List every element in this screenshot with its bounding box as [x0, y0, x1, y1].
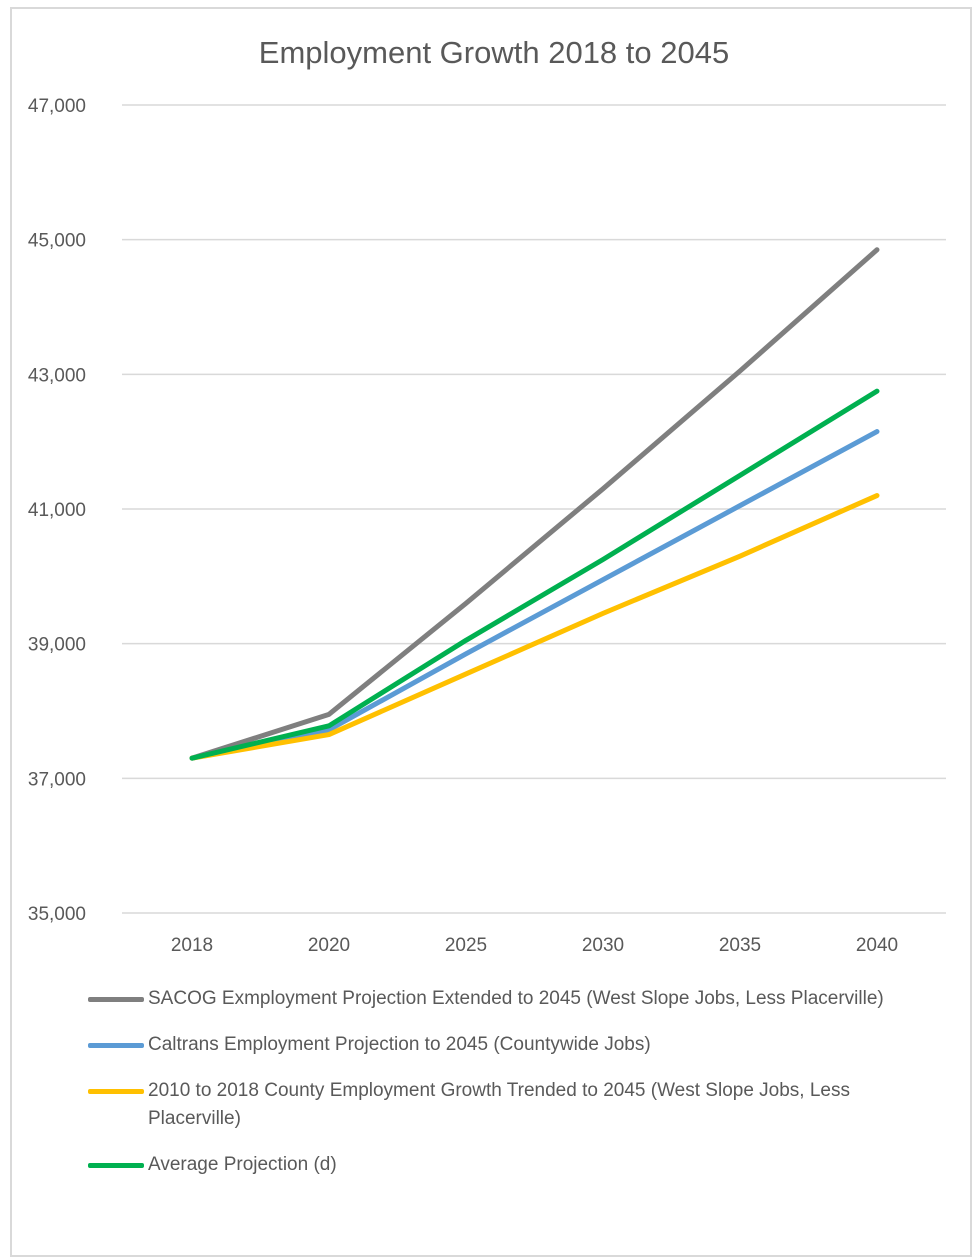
y-axis-ticks: 35,000 37,000 39,000 41,000 43,000 45,000 47,0…: [28, 96, 86, 925]
y-tick-label: 35,000: [28, 904, 86, 925]
legend-swatch: [88, 997, 144, 1002]
legend-item-3: 2010 to 2018 County Employment Growth Tr…: [88, 1077, 928, 1133]
legend-label: 2010 to 2018 County Employment Growth Tr…: [148, 1080, 850, 1129]
legend-swatch: [88, 1043, 144, 1048]
y-tick-label: 47,000: [28, 96, 86, 117]
legend-item-2: Caltrans Employment Projection to 2045 (…: [88, 1031, 928, 1059]
series-line-1: [189, 247, 880, 761]
legend-item-4: Average Projection (d): [88, 1151, 928, 1179]
legend-label: Caltrans Employment Projection to 2045 (…: [148, 1034, 651, 1055]
y-tick-label: 43,000: [28, 365, 86, 386]
series-lines: [189, 247, 880, 761]
gridlines: [122, 104, 946, 914]
x-axis-ticks: 2018 2020 2025 2030 2035 2040: [171, 935, 898, 956]
series-line-4: [189, 388, 880, 761]
legend-item-1: SACOG Exmployment Projection Extended to…: [88, 985, 928, 1013]
y-tick-label: 39,000: [28, 635, 86, 656]
x-tick-label: 2035: [719, 935, 761, 956]
chart-title: Employment Growth 2018 to 2045: [259, 35, 729, 70]
series-line-3: [189, 493, 880, 761]
legend-swatch: [88, 1163, 144, 1168]
legend-swatch: [88, 1089, 144, 1094]
y-tick-label: 45,000: [28, 231, 86, 252]
y-tick-label: 37,000: [28, 769, 86, 790]
y-tick-label: 41,000: [28, 500, 86, 521]
x-tick-label: 2030: [582, 935, 624, 956]
legend-label: SACOG Exmployment Projection Extended to…: [148, 988, 884, 1009]
chart-legend: SACOG Exmployment Projection Extended to…: [88, 985, 928, 1197]
x-tick-label: 2040: [856, 935, 898, 956]
x-tick-label: 2020: [308, 935, 350, 956]
x-tick-label: 2018: [171, 935, 213, 956]
line-chart: Employment Growth 2018 to 2045 35,000 37,…: [28, 35, 946, 956]
chart-frame: [10, 7, 972, 1257]
legend-label: Average Projection (d): [148, 1154, 337, 1175]
x-tick-label: 2025: [445, 935, 487, 956]
series-line-2: [189, 429, 880, 761]
